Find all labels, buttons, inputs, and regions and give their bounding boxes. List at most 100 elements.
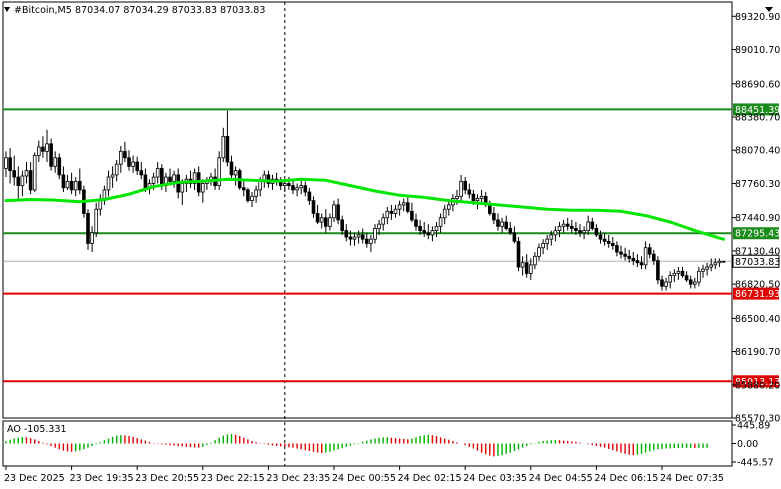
candle-body [688, 279, 693, 285]
candle-body [291, 185, 295, 191]
candle [49, 138, 53, 171]
candle-body [123, 150, 127, 159]
candle-body [241, 187, 246, 191]
candle [200, 179, 205, 203]
y-tick-label: 88690.60 [735, 79, 780, 90]
candle [647, 243, 652, 259]
candle-body [110, 174, 115, 178]
candle [106, 170, 111, 197]
candle [602, 232, 607, 246]
candle-body [364, 238, 369, 244]
y-tick-label: 87130.40 [735, 246, 780, 257]
x-tick-label: 23 Dec 22:15 [201, 473, 265, 484]
x-tick-label: 23 Dec 19:35 [70, 473, 134, 484]
candle-body [303, 185, 308, 193]
candle [418, 219, 422, 235]
y-tick-label: 88380.70 [735, 113, 780, 124]
level-price-label: 87295.43 [735, 229, 780, 240]
candle-body [553, 230, 558, 236]
candle [570, 219, 574, 233]
candle [660, 275, 664, 291]
candle-body [377, 223, 381, 229]
candle [467, 183, 472, 199]
candle-body [28, 170, 33, 191]
candle [434, 222, 439, 238]
candle [114, 159, 119, 182]
candle-body [381, 217, 385, 225]
candle [8, 148, 12, 184]
candle-body [295, 187, 299, 191]
candle-body [246, 189, 250, 202]
candle [246, 187, 250, 203]
candle [565, 217, 570, 231]
candle [664, 277, 668, 291]
candle-body [504, 221, 508, 229]
candle [319, 213, 324, 229]
candle-body [594, 228, 599, 236]
candle-body [578, 230, 582, 234]
candle [221, 127, 226, 163]
candle [594, 224, 599, 238]
candle-body [151, 176, 156, 184]
candle-body [611, 243, 615, 247]
candle [250, 192, 254, 208]
candle-body [516, 240, 521, 268]
candle-body [61, 174, 66, 189]
symbol-timeframe-label[interactable]: #Bitcoin,M5 [14, 5, 72, 16]
candle-body [323, 217, 328, 227]
candle [496, 213, 500, 231]
candle-body [45, 143, 49, 152]
x-tick-label: 24 Dec 06:15 [594, 473, 658, 484]
candle [119, 145, 123, 173]
candle-body [8, 157, 12, 172]
candle-body [180, 183, 185, 193]
candle-body [106, 176, 111, 191]
candle [684, 271, 689, 283]
candle-body [664, 281, 668, 287]
candle [217, 151, 222, 190]
current-price-label: 87033.83 [735, 257, 780, 268]
candle-body [57, 157, 62, 176]
candle [680, 267, 685, 278]
chart-shift-icon[interactable] [765, 7, 773, 12]
candle-body [155, 168, 160, 178]
candle [295, 183, 299, 197]
candle-body [352, 236, 357, 240]
candle-body [508, 228, 513, 234]
candle-body [307, 191, 312, 202]
candle-body [446, 204, 451, 210]
symbol-dropdown-icon[interactable] [4, 7, 10, 12]
candle-body [529, 264, 533, 274]
candle [561, 219, 566, 233]
candle-body [336, 204, 340, 221]
candle [701, 264, 705, 278]
candle [360, 228, 365, 244]
candle-body [114, 163, 119, 176]
candle-body [455, 195, 459, 199]
candle-body [385, 210, 390, 219]
current-price-tag [732, 254, 780, 268]
x-tick-label: 24 Dec 07:35 [660, 473, 724, 484]
candle [459, 174, 463, 201]
candle [623, 247, 627, 261]
candle [611, 237, 615, 250]
candle-body [143, 174, 148, 189]
candle [401, 198, 406, 212]
candle [65, 174, 70, 190]
candle [16, 166, 21, 199]
candle-body [582, 230, 586, 234]
candle [537, 243, 541, 261]
candle-body [266, 174, 271, 184]
candle-body [500, 221, 504, 227]
candle-body [697, 270, 701, 283]
candle-body [94, 208, 99, 234]
candle-body [635, 260, 640, 264]
candle [385, 207, 390, 225]
candle [348, 230, 353, 246]
candle [422, 222, 426, 238]
candle-body [668, 275, 672, 283]
candle-body [340, 219, 344, 232]
